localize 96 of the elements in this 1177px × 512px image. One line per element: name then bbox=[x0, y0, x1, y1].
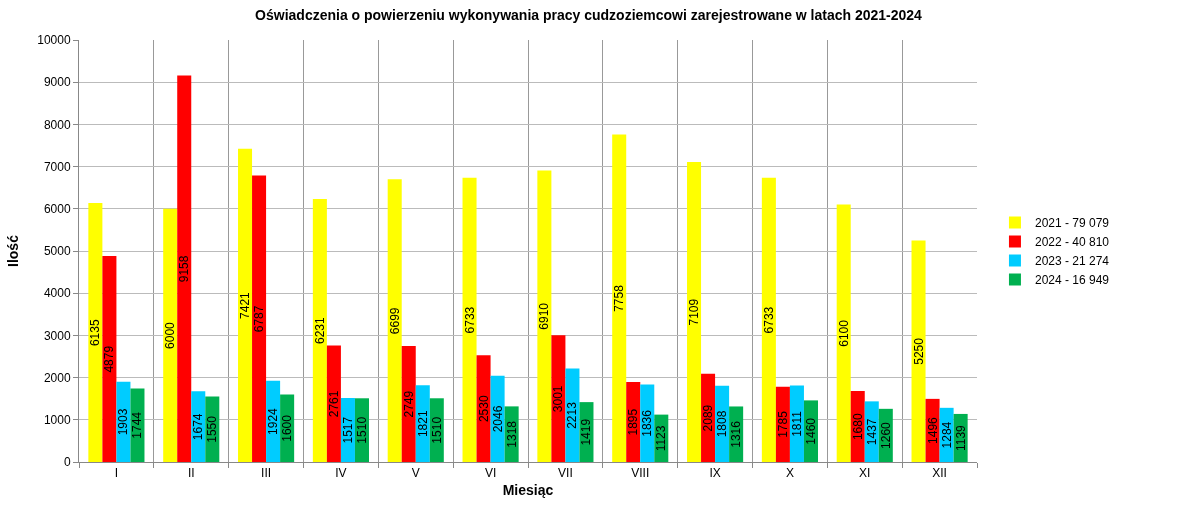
data-label: 9158 bbox=[177, 255, 192, 283]
data-label: 6100 bbox=[836, 319, 851, 347]
x-axis-title: Miesiąc bbox=[502, 481, 554, 498]
y-tick-label: 1000 bbox=[43, 413, 71, 427]
x-tick-label: III bbox=[261, 466, 272, 481]
data-label: 2213 bbox=[565, 401, 580, 429]
data-label: 1550 bbox=[205, 415, 220, 443]
data-label: 6699 bbox=[387, 307, 402, 335]
y-tick-label: 6000 bbox=[43, 202, 71, 216]
x-tick-label: V bbox=[411, 466, 420, 481]
bar bbox=[462, 177, 477, 462]
data-label: 1811 bbox=[789, 410, 804, 437]
data-label: 1496 bbox=[925, 416, 940, 444]
x-tick-label: VII bbox=[558, 466, 573, 481]
data-label: 2761 bbox=[326, 390, 341, 418]
data-label: 1744 bbox=[130, 411, 145, 439]
bar bbox=[238, 148, 253, 462]
data-label: 1139 bbox=[953, 424, 968, 452]
data-label: 6733 bbox=[462, 306, 477, 334]
data-label: 1517 bbox=[340, 416, 355, 444]
bar bbox=[163, 208, 178, 462]
y-tick-label: 0 bbox=[63, 455, 71, 470]
data-label: 1260 bbox=[878, 421, 893, 449]
data-label: 2749 bbox=[401, 390, 416, 418]
data-label: 2046 bbox=[490, 405, 505, 433]
data-label: 6000 bbox=[163, 321, 178, 349]
bar bbox=[612, 134, 627, 462]
bar bbox=[102, 256, 117, 462]
data-label: 7421 bbox=[238, 291, 253, 319]
data-label: 1821 bbox=[415, 410, 430, 438]
data-label: 1318 bbox=[504, 420, 519, 448]
x-tick-label: XII bbox=[932, 466, 947, 481]
bar bbox=[387, 179, 402, 462]
bar bbox=[312, 199, 327, 462]
y-tick-label: 7000 bbox=[43, 159, 71, 174]
data-label: 1895 bbox=[626, 408, 641, 436]
data-label: 6135 bbox=[88, 319, 103, 347]
chart-title: Oświadczenia o powierzeniu wykonywania pracy cudzoziemcowi zarejestrowane w latach 2021-2024 bbox=[255, 7, 923, 24]
legend-label: 2024 - 16 949 bbox=[1034, 273, 1110, 288]
data-label: 5250 bbox=[911, 337, 926, 365]
data-label: 2089 bbox=[701, 404, 716, 432]
data-label: 1836 bbox=[640, 409, 655, 437]
y-tick-label: 2000 bbox=[43, 370, 71, 385]
y-tick-label: 4000 bbox=[43, 286, 71, 301]
x-tick-label: VIII bbox=[631, 466, 650, 481]
x-tick-label: II bbox=[187, 466, 195, 481]
x-tick-label: VI bbox=[484, 466, 497, 481]
x-tick-label: I bbox=[114, 466, 119, 481]
x-tick-label: IV bbox=[335, 466, 347, 481]
data-label: 7109 bbox=[687, 298, 702, 326]
bar bbox=[537, 170, 552, 462]
data-label: 1924 bbox=[266, 407, 281, 435]
bar bbox=[252, 175, 267, 462]
legend-label: 2022 - 40 810 bbox=[1034, 235, 1110, 250]
data-label: 1600 bbox=[280, 414, 295, 442]
y-tick-label: 10000 bbox=[37, 33, 71, 48]
x-tick-label: X bbox=[785, 466, 794, 481]
data-label: 2530 bbox=[476, 395, 491, 423]
data-label: 1123 bbox=[654, 425, 669, 452]
data-label: 1419 bbox=[579, 418, 594, 446]
data-label: 3001 bbox=[551, 385, 566, 413]
data-label: 6733 bbox=[761, 306, 776, 334]
bar bbox=[761, 177, 776, 462]
bar bbox=[687, 162, 702, 462]
data-label: 1680 bbox=[850, 413, 865, 441]
y-tick-label: 3000 bbox=[43, 328, 71, 343]
data-label: 1437 bbox=[864, 418, 879, 446]
y-axis-title: Ilość bbox=[4, 234, 21, 267]
data-label: 1808 bbox=[715, 410, 730, 438]
bar bbox=[551, 335, 566, 462]
y-tick-label: 5000 bbox=[43, 244, 71, 259]
legend-label: 2021 - 79 079 bbox=[1034, 216, 1110, 231]
data-label: 4879 bbox=[102, 345, 117, 373]
bar bbox=[326, 345, 341, 462]
bar bbox=[177, 75, 192, 462]
bar bbox=[88, 203, 103, 462]
x-tick-label: XI bbox=[859, 466, 871, 481]
data-label: 1785 bbox=[775, 410, 790, 438]
data-label: 1460 bbox=[803, 417, 818, 445]
data-label: 1284 bbox=[939, 421, 954, 449]
data-label: 1316 bbox=[729, 420, 744, 448]
y-tick-label: 8000 bbox=[43, 117, 71, 132]
data-label: 6787 bbox=[252, 305, 267, 333]
data-label: 1510 bbox=[354, 416, 369, 444]
bar bbox=[836, 204, 851, 462]
data-label: 7758 bbox=[612, 284, 627, 312]
x-tick-label: IX bbox=[709, 466, 721, 481]
bar bbox=[401, 345, 416, 462]
data-label: 1674 bbox=[191, 413, 206, 441]
data-label: 1903 bbox=[116, 408, 131, 436]
bar bbox=[911, 240, 926, 462]
legend-label: 2023 - 21 274 bbox=[1034, 254, 1110, 269]
data-label: 6910 bbox=[537, 302, 552, 330]
data-label: 1510 bbox=[429, 416, 444, 444]
y-tick-label: 9000 bbox=[43, 75, 71, 90]
data-label: 6231 bbox=[312, 317, 327, 345]
